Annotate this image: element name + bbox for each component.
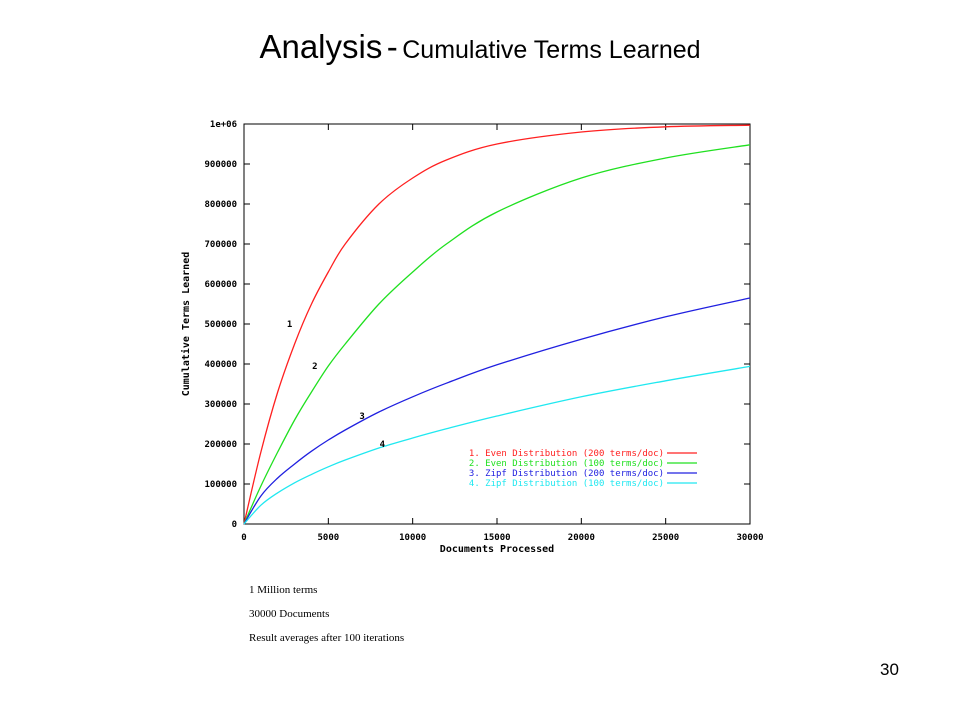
series-line-4 [243, 365, 751, 525]
title-separator: - [386, 28, 398, 65]
series-line-2 [243, 144, 751, 525]
y-tick-label: 300000 [204, 400, 237, 410]
note-documents: 30000 Documents [249, 608, 330, 620]
legend-label-3: 3. Zipf Distribution (200 terms/doc) [469, 469, 664, 479]
notes: 1 Million terms 30000 Documents Result a… [249, 580, 404, 652]
x-tick-label: 25000 [652, 533, 679, 543]
legend-label-2: 2. Even Distribution (100 terms/doc) [469, 459, 664, 469]
y-axis-label: Cumulative Terms Learned [180, 252, 192, 397]
legend-label-4: 4. Zipf Distribution (100 terms/doc) [469, 479, 664, 489]
series-line-3 [243, 297, 751, 525]
y-tick-label: 500000 [204, 320, 237, 330]
x-tick-label: 5000 [317, 533, 339, 543]
title-main: Analysis [259, 28, 383, 65]
y-tick-label: 800000 [204, 200, 237, 210]
y-tick-label: 100000 [204, 480, 237, 490]
x-tick-label: 20000 [568, 533, 595, 543]
x-tick-label: 10000 [399, 533, 426, 543]
note-terms: 1 Million terms [249, 584, 318, 596]
x-tick-label: 0 [241, 533, 246, 543]
note-iterations: Result averages after 100 iterations [249, 632, 405, 644]
series-curve-label-3: 3 [359, 412, 364, 422]
series-layer: 1 2 3 4 [243, 124, 751, 525]
slide-title: Analysis - Cumulative Terms Learned [0, 28, 960, 66]
legend-label-1: 1. Even Distribution (200 terms/doc) [469, 449, 664, 459]
y-tick-label: 0 [232, 520, 237, 530]
y-tick-label: 600000 [204, 280, 237, 290]
series-curve-label-1: 1 [287, 320, 292, 330]
series-line-1 [243, 124, 751, 525]
axes-layer: 0100000200000300000400000500000600000700… [204, 120, 763, 543]
series-curve-label-4: 4 [380, 440, 386, 450]
y-tick-label: 200000 [204, 440, 237, 450]
series-curve-label-2: 2 [312, 362, 317, 372]
legend-layer: 1. Even Distribution (200 terms/doc)2. E… [469, 449, 697, 489]
y-tick-label: 900000 [204, 160, 237, 170]
y-tick-label: 700000 [204, 240, 237, 250]
y-tick-label: 1e+06 [210, 120, 237, 130]
x-tick-label: 15000 [483, 533, 510, 543]
x-axis-label: Documents Processed [440, 544, 554, 555]
title-subtitle: Cumulative Terms Learned [402, 36, 701, 64]
y-tick-label: 400000 [204, 360, 237, 370]
page-number: 30 [880, 660, 899, 679]
x-tick-label: 30000 [736, 533, 763, 543]
